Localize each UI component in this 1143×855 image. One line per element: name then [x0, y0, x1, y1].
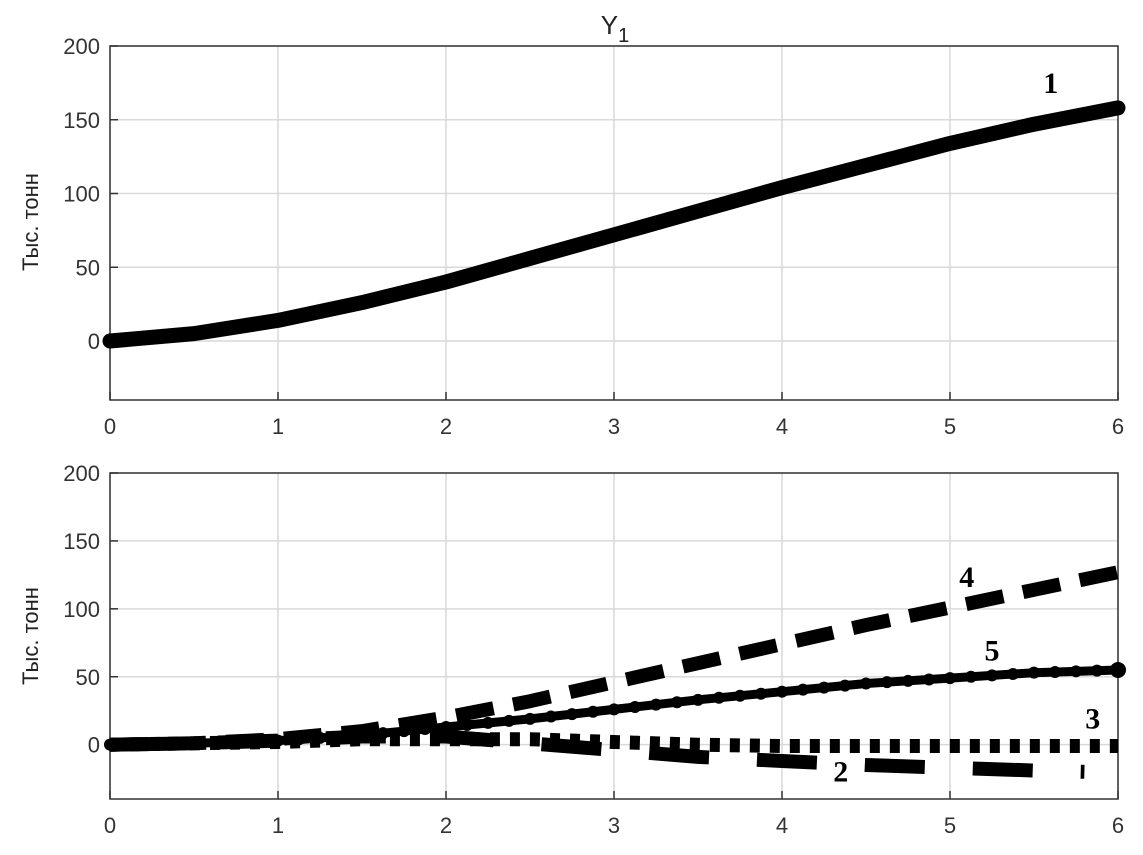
series-point-5 [419, 723, 431, 736]
x-tick-label: 2 [440, 813, 452, 838]
series-point-5 [587, 705, 599, 718]
chart-title: Y1 [601, 10, 629, 47]
curve-label-1: 1 [1043, 67, 1058, 100]
x-tick-label: 1 [272, 813, 284, 838]
series-point-5 [713, 691, 725, 704]
series-point-5 [1028, 666, 1040, 679]
series-point-5 [1091, 664, 1103, 677]
series-point-5 [461, 718, 473, 731]
y-tick-label: 200 [63, 34, 100, 59]
curve-label-3: 3 [1085, 702, 1100, 735]
series-point-5 [692, 693, 704, 706]
y-tick-label: 100 [63, 597, 100, 622]
y-tick-label: 50 [76, 255, 100, 280]
series-point-5 [818, 681, 830, 694]
x-tick-label: 4 [776, 813, 788, 838]
x-tick-label: 0 [104, 813, 116, 838]
series-point-5 [608, 703, 620, 716]
series-point-5 [965, 670, 977, 683]
curve-label-5: 5 [985, 634, 1000, 667]
bottom-plot-panel: 0 1 2 3 4 5 6 0 50 100 150 200 4 5 3 2 [63, 461, 1126, 838]
series-point-5 [902, 674, 914, 687]
x-tick-label: 2 [440, 414, 452, 439]
y-tick-label: 150 [63, 108, 100, 133]
series-point-5 [881, 676, 893, 689]
top-y-axis-label: Тыс. тонн [18, 173, 43, 271]
series-point-5 [923, 673, 935, 686]
series-point-5 [398, 725, 410, 738]
x-tick-label: 4 [776, 414, 788, 439]
series-point-5 [629, 700, 641, 713]
series-point-5 [776, 685, 788, 698]
chart-title-subscript: 1 [618, 25, 629, 47]
series-point-5 [650, 698, 662, 711]
series-point-5 [755, 687, 767, 700]
x-tick-label: 5 [944, 414, 956, 439]
x-tick-label: 5 [944, 813, 956, 838]
series-point-5 [503, 714, 515, 727]
x-tick-label: 6 [1112, 414, 1124, 439]
series-point-5 [944, 672, 956, 685]
series-point-5 [860, 677, 872, 690]
y-tick-label: 200 [63, 461, 100, 486]
series-point-5 [1049, 665, 1061, 678]
curve-label-4: 4 [959, 561, 974, 594]
y-tick-label: 100 [63, 182, 100, 207]
y-tick-label: 0 [88, 733, 100, 758]
x-tick-label: 6 [1112, 813, 1124, 838]
bottom-y-axis-label: Тыс. тонн [18, 587, 43, 685]
series-point-5 [986, 669, 998, 682]
series-point-5 [524, 712, 536, 725]
y-tick-label: 50 [76, 665, 100, 690]
series-point-5 [545, 710, 557, 723]
x-tick-label: 3 [608, 813, 620, 838]
y-tick-label: 0 [88, 329, 100, 354]
series-point-5 [671, 696, 683, 709]
series-point-5 [797, 683, 809, 696]
series-point-5 [1070, 665, 1082, 678]
x-tick-label: 1 [272, 414, 284, 439]
y-tick-label: 150 [63, 529, 100, 554]
top-plot-panel: 0 1 2 3 4 5 6 0 50 100 150 200 1 [63, 34, 1126, 439]
chart-title-main: Y [601, 10, 618, 40]
series-line-3 [109, 732, 1118, 753]
series-point-5 [734, 689, 746, 702]
series-point-5 [482, 716, 494, 729]
x-tick-label: 0 [104, 414, 116, 439]
x-tick-label: 3 [608, 414, 620, 439]
series-point-5 [839, 679, 851, 692]
series-line-1 [102, 100, 1126, 349]
curve-label-2: 2 [833, 755, 848, 788]
series-point-5 [1110, 661, 1126, 678]
series-point-5 [1007, 668, 1019, 681]
series-point-5 [566, 708, 578, 721]
